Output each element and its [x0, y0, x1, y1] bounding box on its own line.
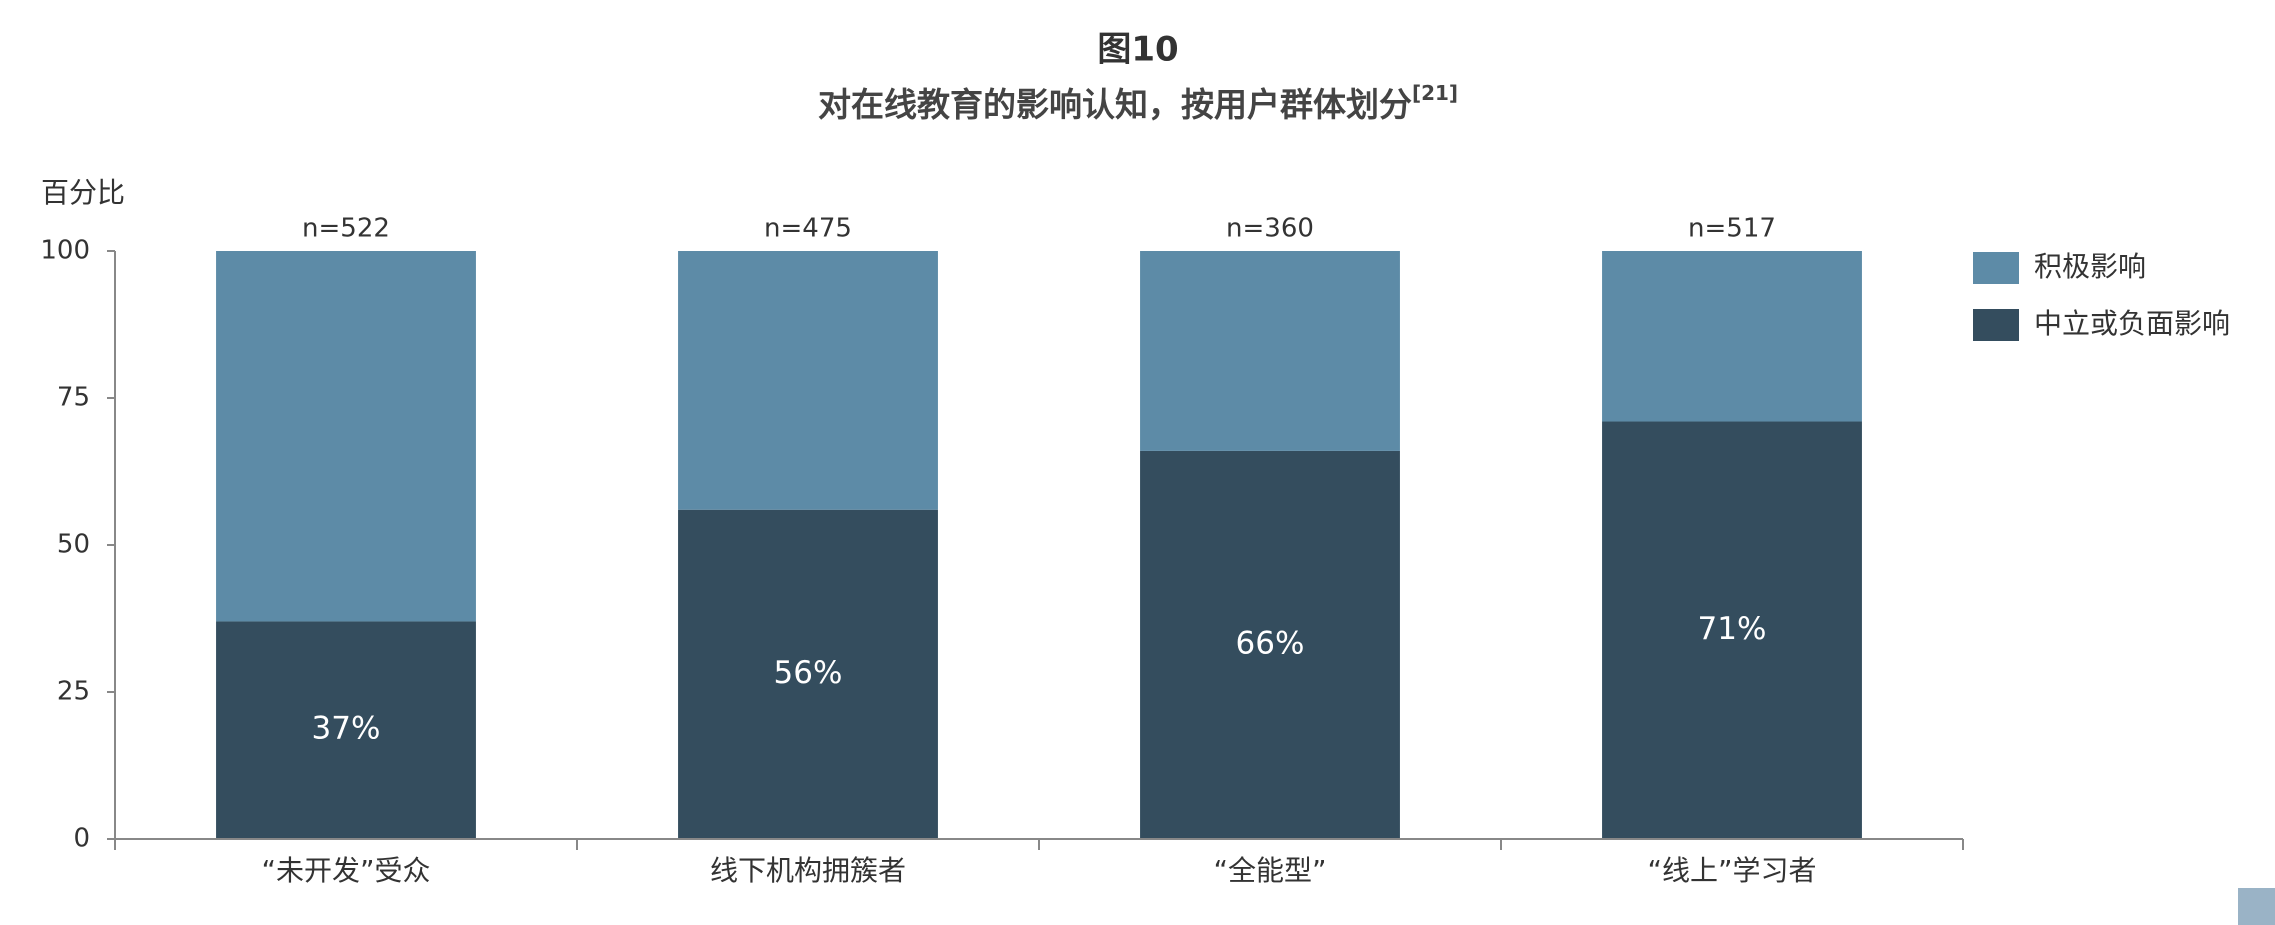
value-label: 71% — [1698, 611, 1767, 647]
legend-label: 中立或负面影响 — [2034, 307, 2230, 340]
bar-segment — [1602, 421, 1862, 839]
bar-segment — [216, 621, 476, 839]
corner-decoration — [2238, 888, 2275, 925]
y-tick-label: 100 — [40, 236, 90, 266]
value-label: 66% — [1236, 625, 1305, 661]
y-tick-label: 75 — [57, 383, 90, 413]
legend-label: 积极影响 — [2034, 250, 2146, 283]
value-label: 56% — [774, 655, 843, 691]
x-tick-label: 线下机构拥簇者 — [710, 854, 906, 887]
x-tick-label: “线上”学习者 — [1647, 854, 1816, 887]
sample-size-label: n=475 — [764, 214, 852, 244]
subtitle-text: 对在线教育的影响认知，按用户群体划分 — [818, 85, 1412, 124]
y-axis-label: 百分比 — [41, 176, 125, 209]
bar-segment — [216, 251, 476, 622]
bar-segment — [678, 509, 938, 839]
subtitle-ref: [21] — [1412, 81, 1458, 105]
legend-swatch — [1973, 252, 2019, 284]
value-label: 37% — [312, 711, 381, 747]
bar-segment — [1602, 251, 1862, 422]
sample-size-label: n=522 — [302, 214, 390, 244]
y-tick-label: 50 — [57, 530, 90, 560]
sample-size-label: n=517 — [1688, 214, 1776, 244]
legend-swatch — [1973, 309, 2019, 341]
bar-segment — [1140, 450, 1400, 839]
bar-segment — [1140, 251, 1400, 451]
y-tick-label: 25 — [57, 677, 90, 707]
chart-title: 图10 — [1097, 30, 1178, 70]
x-tick-label: “未开发”受众 — [261, 854, 430, 887]
chart-subtitle: 对在线教育的影响认知，按用户群体划分[21] — [818, 81, 1458, 124]
y-tick-label: 0 — [73, 824, 90, 854]
x-tick-label: “全能型” — [1213, 854, 1326, 887]
sample-size-label: n=360 — [1226, 214, 1314, 244]
bar-segment — [678, 251, 938, 510]
